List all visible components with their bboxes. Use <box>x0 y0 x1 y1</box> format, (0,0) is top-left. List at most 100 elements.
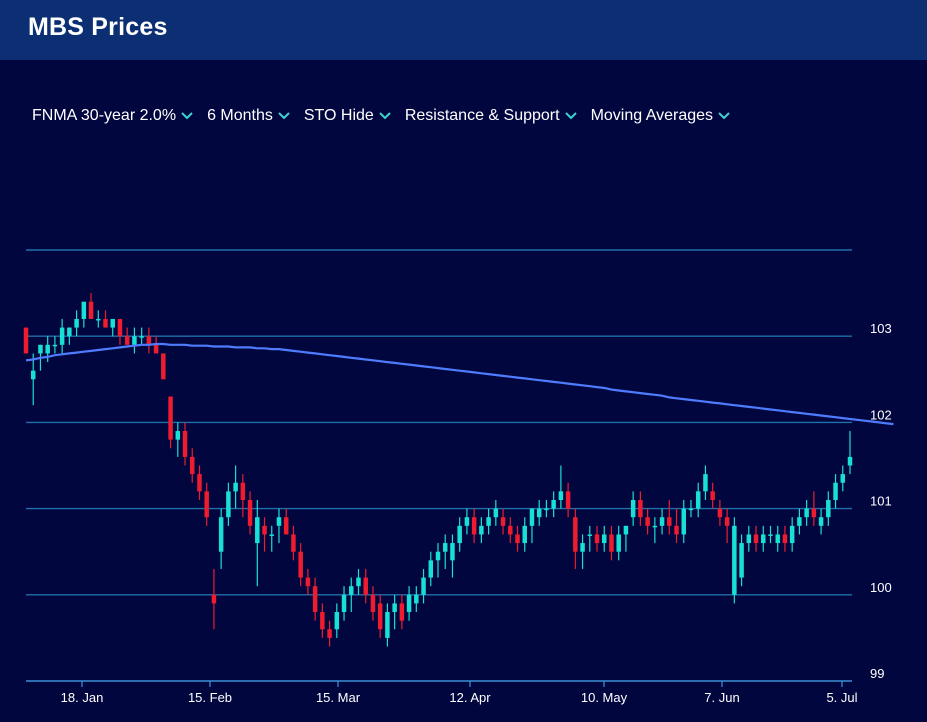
candle-body <box>840 474 846 483</box>
candles <box>23 293 853 647</box>
candle-body <box>493 508 499 518</box>
candle-body <box>594 534 600 544</box>
candle-body <box>377 603 383 630</box>
candle-body <box>269 534 274 536</box>
candle-body <box>327 629 332 638</box>
candle-body <box>88 301 94 319</box>
candle-body <box>161 353 166 380</box>
instrument-dropdown-label: FNMA 30-year 2.0% <box>32 107 177 124</box>
chevron-down-icon <box>379 112 391 120</box>
x-tick-label: 5. Jul <box>826 690 857 705</box>
candle-body <box>81 301 87 319</box>
chevron-down-icon <box>278 112 290 120</box>
candle-body <box>833 482 838 500</box>
y-tick-label: 100 <box>870 580 892 595</box>
candle-body <box>52 344 58 347</box>
candle-body <box>616 534 621 552</box>
candle-body <box>602 534 607 544</box>
candle-body <box>421 577 426 595</box>
candle-body <box>667 517 672 526</box>
candle-body <box>96 318 101 321</box>
x-tick-label: 12. Apr <box>449 690 491 705</box>
moving-average <box>25 342 894 426</box>
candle-body <box>826 499 831 518</box>
candle-body <box>775 534 780 544</box>
resistance-support-dropdown[interactable]: Resistance & Support <box>405 107 579 125</box>
period-dropdown[interactable]: 6 Months <box>207 107 292 125</box>
y-axis: 99 100 101 102 103 <box>870 321 892 681</box>
candle-body <box>38 344 43 354</box>
candle-body <box>356 577 361 587</box>
candle-body <box>761 534 766 544</box>
candle-body <box>536 508 542 518</box>
candle-body <box>746 534 752 544</box>
candle-body <box>320 612 325 630</box>
candle-body <box>811 508 817 518</box>
moving-average-line <box>25 342 894 426</box>
candle-body <box>435 551 441 561</box>
sto-dropdown[interactable]: STO Hide <box>304 107 393 125</box>
candle-body <box>30 370 36 380</box>
candle-body <box>782 534 788 544</box>
period-dropdown-label: 6 Months <box>207 107 273 124</box>
candle-body <box>399 603 405 621</box>
candle-body <box>349 586 354 595</box>
candle-body <box>204 491 209 518</box>
candle-body <box>688 508 694 511</box>
candle-body <box>74 318 79 328</box>
candle-body <box>529 508 535 526</box>
candle-body <box>753 534 759 544</box>
candle-body <box>457 525 462 544</box>
candle-body <box>262 525 267 535</box>
candle-body <box>717 508 723 518</box>
candle-body <box>45 344 50 354</box>
candle-body <box>609 534 614 552</box>
candle-body <box>175 431 181 440</box>
x-tick-label: 10. May <box>581 690 628 705</box>
candle-body <box>558 491 564 500</box>
candle-body <box>587 534 593 536</box>
candle-body <box>623 525 629 535</box>
x-tick-label: 15. Feb <box>188 690 232 705</box>
candle-body <box>479 525 484 535</box>
candle-body <box>240 482 246 500</box>
candle-body <box>255 517 260 544</box>
candle-body <box>211 594 217 604</box>
candle-body <box>695 491 701 509</box>
candle-body <box>59 327 65 345</box>
instrument-dropdown[interactable]: FNMA 30-year 2.0% <box>32 107 195 125</box>
candle-body <box>847 456 853 466</box>
moving-averages-dropdown[interactable]: Moving Averages <box>591 107 732 125</box>
candle-body <box>789 525 795 544</box>
x-tick-label: 7. Jun <box>704 690 739 705</box>
candle-body <box>226 491 231 518</box>
candle-body <box>139 336 144 338</box>
candle-body <box>464 517 470 526</box>
candle-body <box>168 396 173 440</box>
candle-body <box>500 517 506 526</box>
candle-body <box>385 612 390 638</box>
page-title: MBS Prices <box>28 13 168 41</box>
candle-body <box>298 551 303 578</box>
x-tick-label: 15. Mar <box>316 690 361 705</box>
candle-body <box>681 508 686 535</box>
candle-body <box>305 577 311 587</box>
sto-dropdown-label: STO Hide <box>303 107 374 124</box>
candle-body <box>23 327 29 354</box>
candle-body <box>739 543 744 578</box>
candle-body <box>363 577 368 595</box>
candle-body <box>544 508 549 511</box>
candle-body <box>471 517 477 535</box>
chevron-down-icon <box>564 112 577 120</box>
candle-body <box>442 543 448 552</box>
chevron-down-icon <box>718 112 730 120</box>
candle-body <box>334 612 340 630</box>
y-tick-label: 103 <box>870 321 892 336</box>
x-tick-label: 18. Jan <box>61 690 104 705</box>
candle-body <box>573 517 578 552</box>
candle-body <box>190 456 195 475</box>
candle-body <box>450 543 455 561</box>
candle-body <box>153 344 159 354</box>
y-tick-label: 99 <box>870 666 884 681</box>
